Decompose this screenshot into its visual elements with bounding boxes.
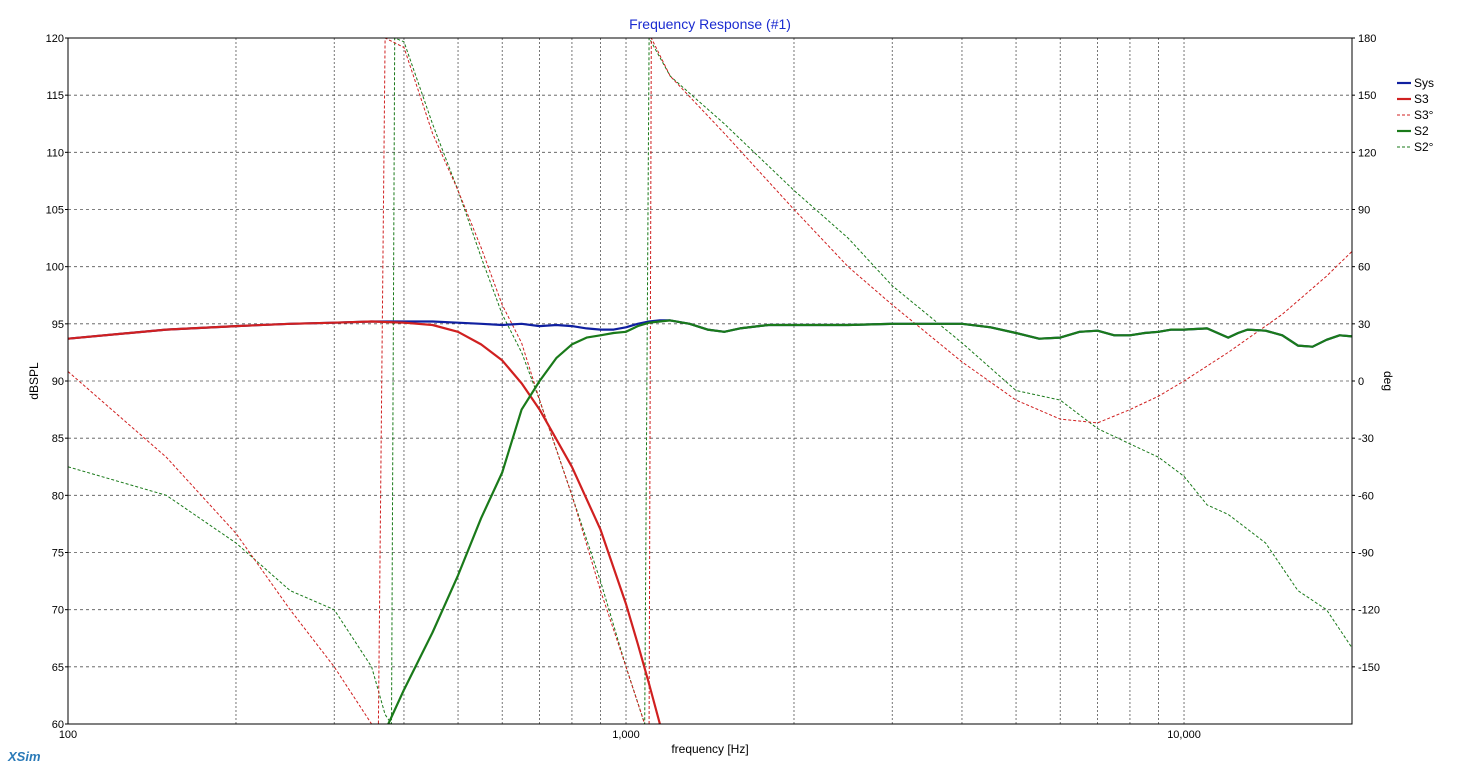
y-tick-label: 110: [46, 147, 64, 159]
y2-tick-label: 120: [1358, 147, 1376, 159]
y-tick-label: 75: [52, 548, 64, 560]
y-axis-label: dBSPL: [27, 362, 41, 400]
y2-tick-label: 150: [1358, 90, 1376, 102]
x-axis-label: frequency [Hz]: [671, 742, 748, 756]
y-tick-label: 90: [52, 376, 64, 388]
y-tick-label: 95: [52, 319, 64, 331]
x-tick-labels: 100 1,000 10,000: [59, 729, 1201, 741]
y2-axis-label: deg: [1381, 371, 1395, 391]
y2-tick-label: 180: [1358, 33, 1376, 45]
y2-tick-label: -30: [1358, 433, 1374, 445]
y-tick-label: 105: [46, 205, 64, 217]
y-tick-label: 65: [52, 662, 64, 674]
x-tick-label: 1,000: [612, 729, 640, 741]
y-tick-label: 85: [52, 433, 64, 445]
series-s3-line: [67, 320, 661, 725]
y2-tick-label: 60: [1358, 262, 1370, 274]
y-tick-label: 80: [52, 490, 64, 502]
chart-title: Frequency Response (#1): [629, 16, 791, 32]
y2-tick-label: 30: [1358, 319, 1370, 331]
y2-tick-label: -150: [1358, 662, 1380, 674]
y2-tick-label: 90: [1358, 205, 1370, 217]
xsim-brand: XSim: [7, 749, 41, 764]
series-s2-line: [387, 319, 1353, 725]
y2-tick-label: -60: [1358, 490, 1374, 502]
legend-label: S3: [1414, 92, 1429, 106]
legend-label: Sys: [1414, 76, 1434, 90]
legend-label: S2: [1414, 124, 1429, 138]
y2-tick-label: -120: [1358, 605, 1380, 617]
y2-tick-label: -90: [1358, 548, 1374, 560]
x-tick-label: 100: [59, 729, 77, 741]
y-tick-label: 115: [46, 90, 64, 102]
y-tick-label: 100: [46, 262, 64, 274]
y-tick-label: 60: [52, 719, 64, 731]
grid: [68, 38, 1352, 724]
y-tick-labels: 120 115 110 105 100 95 90 85 80 75 70 65 60: [46, 33, 68, 731]
legend-label: S3°: [1414, 108, 1434, 122]
legend: Sys S3 S3° S2 S2°: [1397, 76, 1434, 154]
y2-tick-label: 0: [1358, 376, 1364, 388]
y2-tick-labels: 180 150 120 90 60 30 0 -30 -60 -90 -120 -150: [1352, 33, 1380, 674]
y-tick-label: 120: [46, 33, 64, 45]
legend-label: S2°: [1414, 140, 1434, 154]
x-tick-label: 10,000: [1167, 729, 1201, 741]
y-tick-label: 70: [52, 605, 64, 617]
